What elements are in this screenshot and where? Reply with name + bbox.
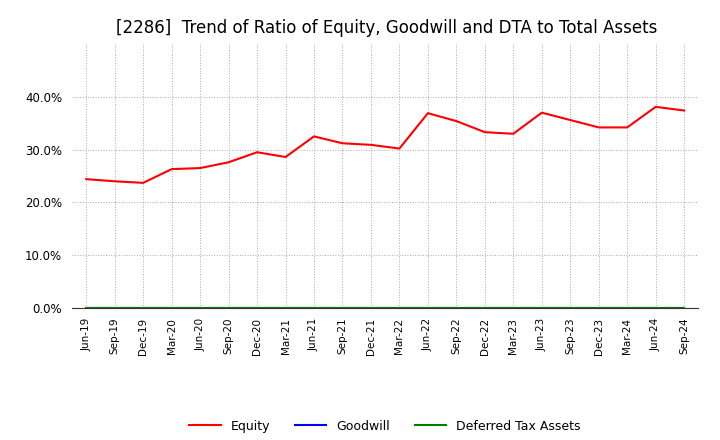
Equity [225, 160, 233, 165]
Goodwill [623, 305, 631, 311]
Equity [452, 118, 461, 124]
Deferred Tax Assets [395, 305, 404, 311]
Equity [82, 176, 91, 182]
Deferred Tax Assets [366, 305, 375, 311]
Equity [652, 104, 660, 110]
Goodwill [167, 305, 176, 311]
Deferred Tax Assets [652, 305, 660, 311]
Goodwill [82, 305, 91, 311]
Goodwill [423, 305, 432, 311]
Goodwill [253, 305, 261, 311]
Deferred Tax Assets [680, 305, 688, 311]
Goodwill [139, 305, 148, 311]
Line: Equity: Equity [86, 107, 684, 183]
Equity [595, 125, 603, 130]
Deferred Tax Assets [595, 305, 603, 311]
Equity [282, 154, 290, 160]
Deferred Tax Assets [623, 305, 631, 311]
Text: [2286]  Trend of Ratio of Equity, Goodwill and DTA to Total Assets: [2286] Trend of Ratio of Equity, Goodwil… [116, 19, 657, 37]
Equity [509, 131, 518, 136]
Equity [310, 134, 318, 139]
Deferred Tax Assets [110, 305, 119, 311]
Goodwill [366, 305, 375, 311]
Goodwill [225, 305, 233, 311]
Deferred Tax Assets [509, 305, 518, 311]
Equity [139, 180, 148, 186]
Goodwill [282, 305, 290, 311]
Goodwill [652, 305, 660, 311]
Goodwill [338, 305, 347, 311]
Goodwill [595, 305, 603, 311]
Equity [167, 166, 176, 172]
Equity [338, 141, 347, 146]
Deferred Tax Assets [537, 305, 546, 311]
Deferred Tax Assets [167, 305, 176, 311]
Deferred Tax Assets [423, 305, 432, 311]
Deferred Tax Assets [225, 305, 233, 311]
Equity [537, 110, 546, 115]
Deferred Tax Assets [452, 305, 461, 311]
Equity [395, 146, 404, 151]
Equity [366, 142, 375, 147]
Equity [680, 108, 688, 113]
Equity [423, 110, 432, 116]
Legend: Equity, Goodwill, Deferred Tax Assets: Equity, Goodwill, Deferred Tax Assets [184, 414, 586, 437]
Equity [253, 150, 261, 155]
Deferred Tax Assets [82, 305, 91, 311]
Deferred Tax Assets [253, 305, 261, 311]
Equity [110, 179, 119, 184]
Goodwill [509, 305, 518, 311]
Deferred Tax Assets [310, 305, 318, 311]
Goodwill [310, 305, 318, 311]
Deferred Tax Assets [480, 305, 489, 311]
Deferred Tax Assets [338, 305, 347, 311]
Goodwill [196, 305, 204, 311]
Goodwill [452, 305, 461, 311]
Deferred Tax Assets [139, 305, 148, 311]
Equity [480, 129, 489, 135]
Deferred Tax Assets [282, 305, 290, 311]
Deferred Tax Assets [196, 305, 204, 311]
Goodwill [110, 305, 119, 311]
Goodwill [566, 305, 575, 311]
Equity [566, 117, 575, 123]
Deferred Tax Assets [566, 305, 575, 311]
Goodwill [395, 305, 404, 311]
Goodwill [480, 305, 489, 311]
Equity [196, 165, 204, 171]
Goodwill [537, 305, 546, 311]
Equity [623, 125, 631, 130]
Goodwill [680, 305, 688, 311]
